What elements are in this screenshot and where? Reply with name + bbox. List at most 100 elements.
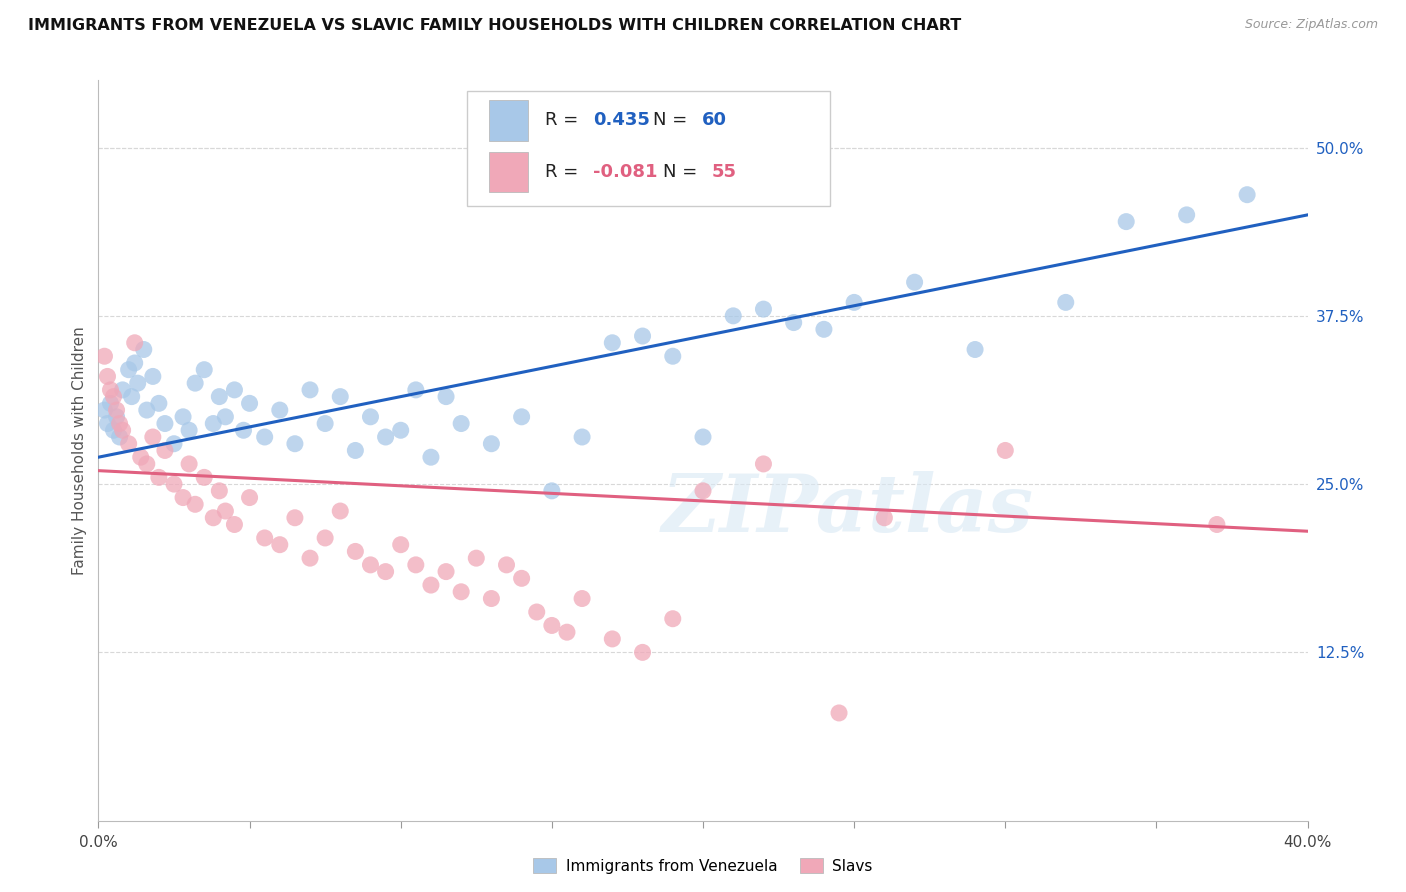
Point bbox=[202, 417, 225, 431]
Point bbox=[344, 443, 367, 458]
Point bbox=[118, 436, 141, 450]
FancyBboxPatch shape bbox=[489, 152, 527, 193]
Point bbox=[214, 504, 236, 518]
Point bbox=[405, 383, 427, 397]
Point bbox=[360, 558, 382, 572]
Point bbox=[184, 376, 207, 391]
Point bbox=[405, 558, 427, 572]
Point bbox=[153, 443, 176, 458]
Text: -0.081: -0.081 bbox=[593, 163, 658, 181]
Point bbox=[329, 390, 352, 404]
Point bbox=[783, 316, 806, 330]
Point bbox=[510, 571, 533, 585]
Point bbox=[692, 483, 714, 498]
Point bbox=[434, 565, 457, 579]
Text: 60: 60 bbox=[702, 112, 727, 129]
Point bbox=[994, 443, 1017, 458]
Point bbox=[124, 356, 146, 370]
Point bbox=[96, 417, 118, 431]
FancyBboxPatch shape bbox=[489, 100, 527, 141]
Point bbox=[96, 369, 118, 384]
Point bbox=[148, 396, 170, 410]
Point bbox=[420, 450, 443, 465]
Point bbox=[224, 517, 246, 532]
Point bbox=[844, 295, 866, 310]
Point bbox=[602, 632, 624, 646]
Point bbox=[129, 450, 152, 465]
Point bbox=[103, 390, 125, 404]
Point bbox=[184, 497, 207, 511]
Point bbox=[118, 362, 141, 376]
Text: ZIPatlas: ZIPatlas bbox=[662, 471, 1035, 549]
Point bbox=[148, 470, 170, 484]
Point bbox=[153, 417, 176, 431]
Point bbox=[202, 510, 225, 524]
Text: N =: N = bbox=[654, 112, 693, 129]
Point bbox=[239, 491, 262, 505]
Point bbox=[661, 349, 683, 363]
Point bbox=[163, 436, 186, 450]
Point bbox=[1236, 187, 1258, 202]
Point bbox=[450, 417, 472, 431]
Point bbox=[344, 544, 367, 558]
Point bbox=[108, 417, 131, 431]
Point bbox=[314, 531, 336, 545]
Text: 0.435: 0.435 bbox=[593, 112, 650, 129]
Point bbox=[1115, 214, 1137, 228]
Point bbox=[1054, 295, 1077, 310]
Point bbox=[374, 430, 396, 444]
Point bbox=[239, 396, 262, 410]
Point bbox=[208, 390, 231, 404]
Point bbox=[540, 483, 562, 498]
Point bbox=[481, 436, 503, 450]
Point bbox=[540, 618, 562, 632]
Point bbox=[360, 409, 382, 424]
Point bbox=[93, 403, 115, 417]
Point bbox=[904, 275, 927, 289]
Point bbox=[828, 706, 851, 720]
Point bbox=[93, 349, 115, 363]
Point bbox=[284, 436, 307, 450]
Point bbox=[121, 390, 143, 404]
Point bbox=[111, 423, 134, 437]
Point bbox=[631, 645, 654, 659]
Point bbox=[571, 591, 593, 606]
Point bbox=[481, 591, 503, 606]
FancyBboxPatch shape bbox=[467, 91, 830, 206]
Point bbox=[965, 343, 987, 357]
Point bbox=[813, 322, 835, 336]
Point bbox=[555, 625, 578, 640]
Point bbox=[163, 477, 186, 491]
Point bbox=[450, 584, 472, 599]
Point bbox=[465, 551, 488, 566]
Point bbox=[299, 383, 322, 397]
Point bbox=[495, 558, 517, 572]
Point bbox=[299, 551, 322, 566]
Point bbox=[1175, 208, 1198, 222]
Point bbox=[135, 403, 157, 417]
Point bbox=[284, 510, 307, 524]
Point bbox=[179, 457, 201, 471]
Y-axis label: Family Households with Children: Family Households with Children bbox=[72, 326, 87, 574]
Point bbox=[631, 329, 654, 343]
Point bbox=[752, 302, 775, 317]
Point bbox=[224, 383, 246, 397]
Point bbox=[124, 335, 146, 350]
Point bbox=[873, 510, 896, 524]
Point bbox=[374, 565, 396, 579]
Point bbox=[253, 531, 276, 545]
Point bbox=[389, 423, 412, 437]
Point bbox=[752, 457, 775, 471]
Text: Source: ZipAtlas.com: Source: ZipAtlas.com bbox=[1244, 18, 1378, 31]
Point bbox=[142, 369, 165, 384]
Point bbox=[208, 483, 231, 498]
Point bbox=[100, 396, 122, 410]
Point bbox=[510, 409, 533, 424]
Point bbox=[193, 362, 215, 376]
Point bbox=[269, 538, 291, 552]
Text: R =: R = bbox=[544, 163, 583, 181]
Text: IMMIGRANTS FROM VENEZUELA VS SLAVIC FAMILY HOUSEHOLDS WITH CHILDREN CORRELATION : IMMIGRANTS FROM VENEZUELA VS SLAVIC FAMI… bbox=[28, 18, 962, 33]
Point bbox=[602, 335, 624, 350]
Point bbox=[103, 423, 125, 437]
Point bbox=[526, 605, 548, 619]
